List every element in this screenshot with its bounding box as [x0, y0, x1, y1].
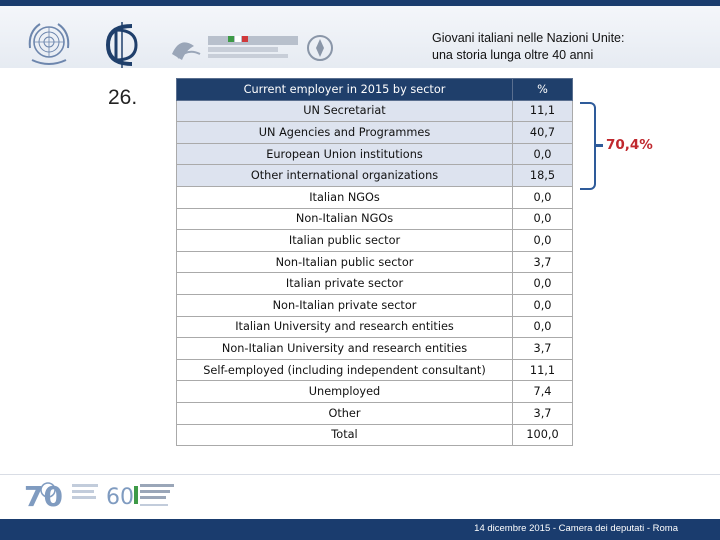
un-emblem-icon: [28, 23, 70, 65]
row-label: Other international organizations: [176, 164, 513, 187]
row-value: 18,5: [512, 164, 573, 187]
row-value: 0,0: [512, 185, 573, 209]
page-title: Giovani italiani nelle Nazioni Unite: un…: [432, 30, 624, 64]
table-row: Italian public sector 0,0: [176, 229, 573, 252]
italy-60-un-logo: 60: [106, 484, 174, 510]
table-row: Non-Italian public sector 3,7: [176, 250, 573, 274]
row-value: 100,0: [512, 423, 573, 447]
employer-sector-table: Current employer in 2015 by sector % UN …: [176, 78, 573, 447]
table-row: Italian University and research entities…: [176, 315, 573, 339]
table-row: Other 3,7: [176, 401, 573, 425]
table-row: Non-Italian University and research enti…: [176, 337, 573, 360]
title-line-2: una storia lunga oltre 40 anni: [432, 48, 594, 62]
row-label: Non-Italian public sector: [176, 250, 513, 274]
table-header-row: Current employer in 2015 by sector %: [176, 78, 573, 101]
bracket-shape: [580, 102, 596, 190]
slide-number: 26.: [108, 86, 138, 109]
row-label: Self-employed (including independent con…: [176, 358, 513, 382]
table-row: Other international organizations 18,5: [176, 164, 573, 187]
top-bar: [0, 0, 720, 6]
footer-divider: [0, 474, 720, 475]
table-row: Non-Italian NGOs 0,0: [176, 207, 573, 231]
table-row: Self-employed (including independent con…: [176, 358, 573, 382]
row-label: Italian private sector: [176, 272, 513, 295]
row-label: Non-Italian University and research enti…: [176, 337, 513, 360]
row-value: 3,7: [512, 337, 573, 360]
table-row: Italian NGOs 0,0: [176, 185, 573, 209]
table-row: European Union institutions 0,0: [176, 142, 573, 166]
row-label: Non-Italian private sector: [176, 293, 513, 317]
row-value: 0,0: [512, 142, 573, 166]
row-value: 0,0: [512, 272, 573, 295]
row-value: 3,7: [512, 250, 573, 274]
row-label: Italian public sector: [176, 229, 513, 252]
table-row: Total 100,0: [176, 423, 573, 447]
table-row: Unemployed 7,4: [176, 380, 573, 403]
row-label: Non-Italian NGOs: [176, 207, 513, 231]
row-value: 11,1: [512, 99, 573, 123]
table-row: UN Agencies and Programmes 40,7: [176, 121, 573, 144]
cooperazione-italiana-logo: [172, 35, 333, 61]
row-label: Italian University and research entities: [176, 315, 513, 339]
header-percent: %: [512, 78, 573, 101]
row-value: 0,0: [512, 229, 573, 252]
row-label: Unemployed: [176, 380, 513, 403]
row-value: 0,0: [512, 293, 573, 317]
title-line-1: Giovani italiani nelle Nazioni Unite:: [432, 31, 625, 45]
bracket-tick: [595, 144, 603, 147]
header-band: Giovani italiani nelle Nazioni Unite: un…: [0, 6, 720, 68]
row-label: Italian NGOs: [176, 185, 513, 209]
row-value: 3,7: [512, 401, 573, 425]
row-value: 40,7: [512, 121, 573, 144]
footer-bar: 14 dicembre 2015 - Camera dei deputati -…: [0, 519, 720, 540]
row-label: Other: [176, 401, 513, 425]
un70-logo: 70: [24, 480, 98, 513]
header-sector: Current employer in 2015 by sector: [176, 78, 513, 101]
row-value: 11,1: [512, 358, 573, 382]
row-label: Total: [176, 423, 513, 447]
footer-logos: 70 60: [24, 480, 174, 513]
table-row: UN Secretariat 11,1: [176, 99, 573, 123]
bracket-total-label: 70,4%: [606, 137, 653, 153]
svg-text:60: 60: [106, 485, 134, 510]
table-row: Non-Italian private sector 0,0: [176, 293, 573, 317]
row-value: 0,0: [512, 207, 573, 231]
row-value: 7,4: [512, 380, 573, 403]
table-row: Italian private sector 0,0: [176, 272, 573, 295]
row-label: UN Agencies and Programmes: [176, 121, 513, 144]
footer-text: 14 dicembre 2015 - Camera dei deputati -…: [474, 523, 678, 534]
row-label: UN Secretariat: [176, 99, 513, 123]
dc-monogram-icon: [105, 22, 138, 68]
row-label: European Union institutions: [176, 142, 513, 166]
row-value: 0,0: [512, 315, 573, 339]
